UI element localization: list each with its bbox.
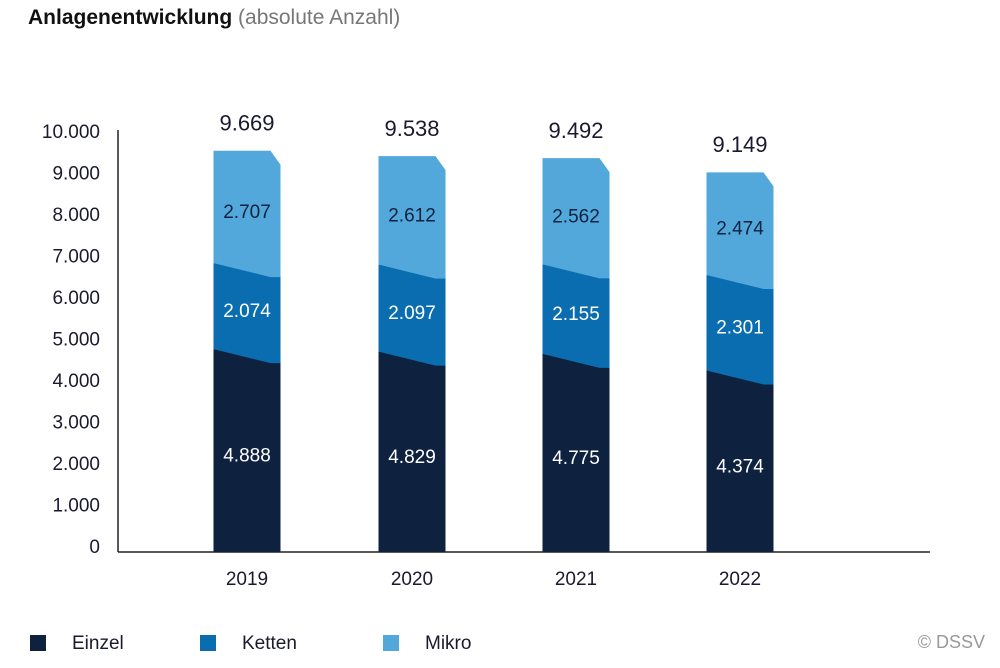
y-tick-label: 5.000 — [52, 330, 100, 351]
value-label: 4.775 — [552, 448, 600, 469]
bar-segment — [378, 156, 446, 279]
y-tick-label: 4.000 — [52, 371, 100, 392]
bar-segment — [542, 264, 610, 368]
value-label: 2.474 — [716, 219, 764, 240]
value-label: 2.097 — [388, 303, 436, 324]
title: Anlagenentwicklung — [28, 6, 232, 29]
bar-segment — [378, 351, 446, 552]
value-label: 2.301 — [716, 318, 764, 339]
bar-segment — [213, 349, 281, 552]
legend-swatch — [200, 635, 216, 651]
legend-label: Mikro — [425, 633, 471, 654]
y-tick-label: 10.000 — [42, 122, 100, 143]
bar-segment — [378, 264, 446, 366]
total-label: 9.538 — [384, 116, 439, 141]
y-tick-label: 6.000 — [52, 288, 100, 309]
y-tick-label: 8.000 — [52, 205, 100, 226]
y-tick-label: 7.000 — [52, 247, 100, 268]
legend-swatch — [383, 635, 399, 651]
legend-swatch — [30, 635, 46, 651]
value-label: 2.562 — [552, 206, 600, 227]
x-tick-label: 2020 — [391, 569, 433, 590]
total-label: 9.492 — [548, 118, 603, 143]
bar-segment — [706, 370, 774, 552]
value-label: 2.612 — [388, 205, 436, 226]
chart-title: Anlagenentwicklung (absolute Anzahl) — [28, 6, 400, 29]
x-tick-label: 2022 — [719, 569, 761, 590]
x-tick-label: 2021 — [555, 569, 597, 590]
value-label: 4.888 — [223, 446, 271, 467]
x-tick-label: 2019 — [226, 569, 268, 590]
bar-segment — [213, 263, 281, 364]
value-label: 2.074 — [223, 301, 271, 322]
y-tick-label: 0 — [89, 537, 100, 558]
y-tick-label: 1.000 — [52, 496, 100, 517]
y-tick-label: 2.000 — [52, 454, 100, 475]
value-label: 4.829 — [388, 447, 436, 468]
value-label: 2.155 — [552, 304, 600, 325]
y-tick-label: 9.000 — [52, 164, 100, 185]
bar-segment — [706, 274, 774, 385]
legend-label: Einzel — [72, 633, 124, 654]
bar-segment — [706, 172, 774, 289]
total-label: 9.149 — [712, 132, 767, 157]
legend-label: Ketten — [242, 633, 297, 654]
value-label: 4.374 — [716, 456, 764, 477]
bar-segment — [542, 158, 610, 279]
total-label: 9.669 — [219, 111, 274, 136]
y-tick-label: 3.000 — [52, 413, 100, 434]
bar-segment — [213, 150, 281, 278]
bar-segment — [542, 353, 610, 552]
source: © DSSV — [918, 632, 985, 652]
value-label: 2.707 — [223, 202, 271, 223]
subtitle: (absolute Anzahl) — [238, 6, 400, 29]
